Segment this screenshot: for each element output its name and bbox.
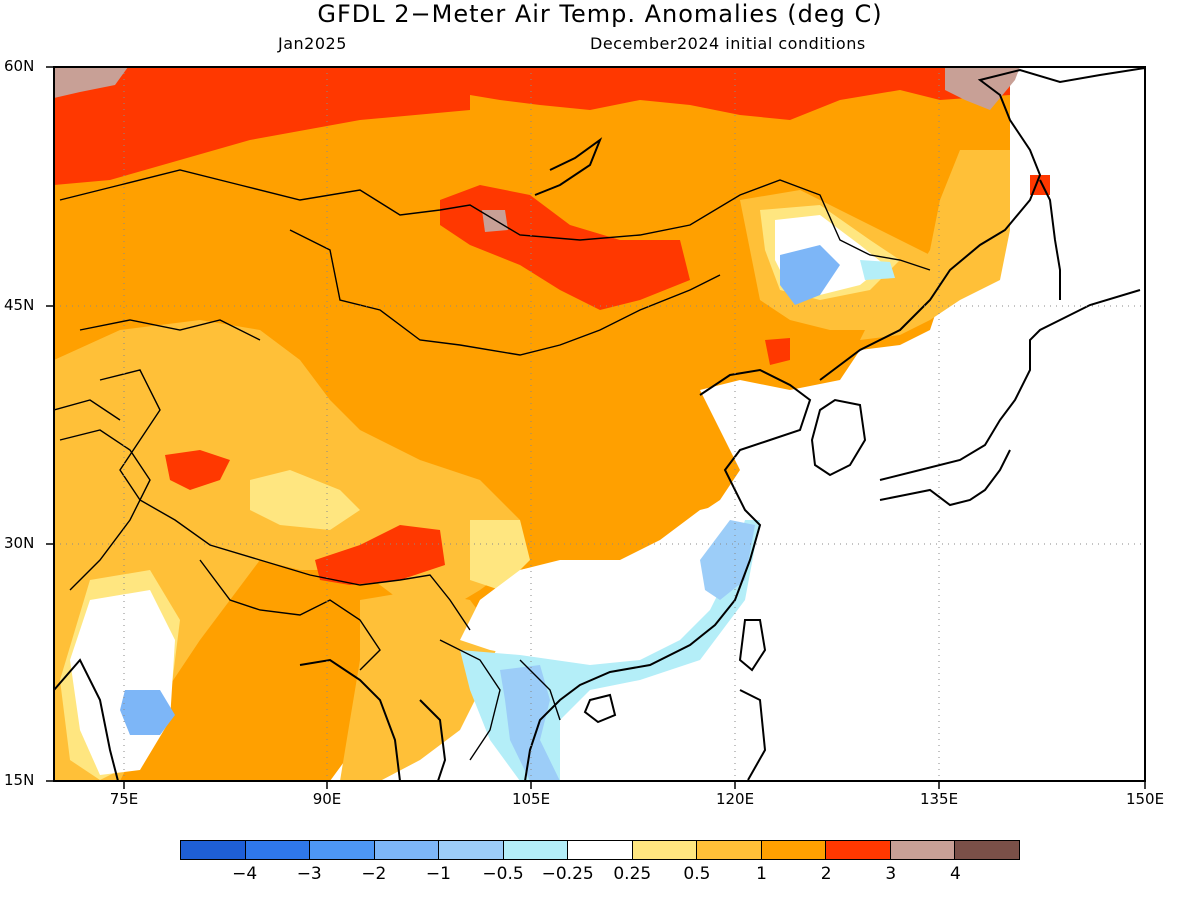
left-subtitle: Jan2025	[278, 34, 347, 53]
map-frame	[53, 66, 1146, 782]
lon-label-105e: 105E	[511, 790, 551, 808]
colorbar-label: 0.25	[613, 864, 652, 884]
colorbar-swatch	[439, 841, 504, 859]
colorbar-swatch	[890, 841, 956, 859]
axis-ticks	[46, 66, 1146, 789]
colorbar-label: −1	[425, 864, 451, 884]
colorbar-label: −4	[232, 864, 258, 884]
colorbar-swatch	[181, 841, 246, 859]
country-borders	[54, 169, 931, 761]
lat-label-60n: 60N	[4, 57, 35, 75]
field-lightorange-korea	[860, 150, 1010, 340]
coastlines	[54, 67, 1145, 781]
field-brown-ne	[945, 67, 1020, 110]
lat-label-15n: 15N	[4, 771, 35, 789]
colorbar-label: 3	[885, 864, 897, 884]
lon-label-75e: 75E	[109, 790, 139, 808]
colorbar-swatch	[826, 841, 891, 859]
colorbar-swatch	[310, 841, 375, 859]
colorbar-label: 1	[756, 864, 767, 884]
colorbar-swatch	[632, 841, 698, 859]
colorbar-label: −0.25	[541, 864, 594, 884]
colorbar-swatch	[761, 841, 827, 859]
colorbar	[180, 840, 1020, 860]
colorbar-swatch	[955, 841, 1019, 859]
field-red-north	[54, 67, 470, 185]
field-red-tibet	[315, 525, 445, 585]
grid-lines	[54, 67, 1145, 781]
colorbar-swatch	[374, 841, 440, 859]
right-subtitle: December2024 initial conditions	[590, 34, 866, 53]
field-brown-baikal	[482, 210, 508, 232]
field-lightblue-ne	[860, 260, 895, 280]
field-blue-ne	[780, 245, 840, 305]
field-white-sechina	[460, 500, 740, 665]
lon-label-120e: 120E	[715, 790, 755, 808]
lat-label-30n: 30N	[4, 534, 35, 552]
field-red-north2	[470, 67, 1010, 120]
field-red-kashmir	[165, 450, 230, 490]
chart-title: GFDL 2−Meter Air Temp. Anomalies (deg C)	[317, 0, 883, 28]
colorbar-label: −3	[296, 864, 322, 884]
field-yellow-b	[470, 520, 530, 590]
field-brown-nw	[54, 67, 128, 98]
colorbar-label: −2	[361, 864, 387, 884]
colorbar-label: −0.5	[482, 864, 524, 884]
colorbar-label: 0.5	[683, 864, 711, 884]
colorbar-swatch	[568, 841, 633, 859]
lon-label-135e: 135E	[919, 790, 959, 808]
colorbar-swatch	[503, 841, 569, 859]
field-blue-sechina	[700, 520, 755, 600]
field-yellow-a	[250, 470, 360, 530]
field-blue-indochina	[500, 665, 560, 781]
lon-label-90e: 90E	[312, 790, 342, 808]
lat-label-45n: 45N	[4, 296, 35, 314]
lon-label-150e: 150E	[1125, 790, 1165, 808]
colorbar-label: 2	[820, 864, 832, 884]
field-blue-india	[120, 690, 175, 735]
field-lightorange-south	[340, 590, 500, 781]
colorbar-label: 4	[949, 864, 961, 884]
field-red-ne	[765, 338, 790, 365]
colorbar-swatch	[245, 841, 311, 859]
colorbar-swatch	[697, 841, 762, 859]
